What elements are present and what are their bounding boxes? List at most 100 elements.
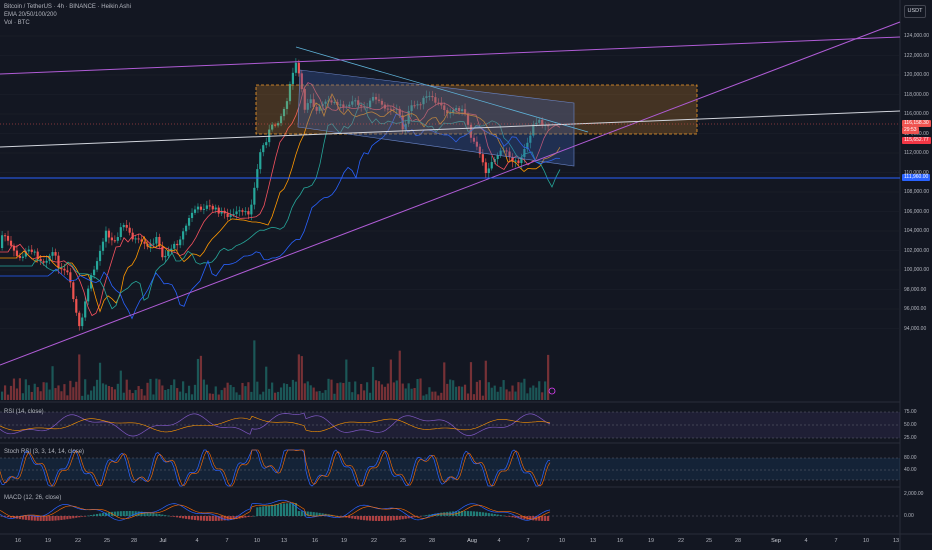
macd-histogram-bar — [208, 516, 211, 521]
macd-histogram-bar — [458, 511, 461, 516]
volume-bar — [110, 386, 113, 400]
candle-body — [161, 246, 164, 258]
macd-histogram-bar — [463, 511, 467, 516]
macd-histogram-bar — [101, 513, 105, 516]
macd-histogram-bar — [514, 516, 517, 518]
volume-bar — [30, 391, 33, 400]
candle-body — [458, 108, 461, 112]
volume-bar — [3, 385, 7, 400]
candle-body — [27, 249, 30, 252]
candle-body — [190, 212, 194, 219]
candle-body — [72, 282, 75, 300]
candle-body — [122, 224, 125, 228]
macd-histogram-bar — [184, 516, 188, 519]
volume-bar — [95, 379, 99, 400]
volume-bar — [505, 389, 508, 400]
candle-body — [220, 210, 223, 214]
macd-histogram-bar — [321, 513, 324, 516]
candle-body — [354, 100, 357, 102]
macd-title[interactable]: MACD (12, 26, close) — [4, 495, 62, 501]
candle-body — [78, 312, 81, 327]
volume-bar — [321, 392, 324, 400]
macd-histogram-bar — [309, 511, 312, 516]
macd-histogram-bar — [318, 512, 321, 516]
candle-body — [407, 111, 410, 124]
volume-bar — [226, 382, 229, 400]
macd-histogram-bar — [523, 516, 526, 520]
candle-body — [425, 96, 428, 98]
candle-body — [182, 231, 185, 240]
time-tick: 10 — [253, 538, 261, 544]
candle-body — [104, 230, 108, 242]
macd-histogram-bar — [487, 513, 490, 516]
macd-histogram-bar — [547, 516, 550, 521]
candle-body — [42, 261, 45, 263]
macd-histogram-bar — [529, 516, 532, 521]
currency-button[interactable]: USDT — [904, 5, 926, 18]
volume-bar — [125, 379, 128, 400]
volume-bar — [187, 385, 191, 400]
volume-bar — [268, 388, 271, 400]
macd-histogram-bar — [395, 516, 398, 521]
macd-histogram-bar — [30, 516, 33, 521]
volume-bar — [155, 378, 158, 400]
candle-body — [30, 249, 33, 252]
time-tick: 7 — [834, 538, 838, 544]
candle-body — [60, 268, 63, 270]
candle-body — [523, 149, 526, 158]
candle-body — [303, 89, 306, 110]
macd-histogram-bar — [253, 515, 256, 517]
symbol-title[interactable]: Bitcoin / TetherUS · 4h · BINANCE · Heik… — [4, 4, 131, 10]
volume-bar — [357, 394, 360, 400]
macd-histogram-bar — [502, 515, 505, 517]
countdown-label: 29:53 — [902, 127, 919, 134]
macd-histogram-bar — [131, 511, 134, 516]
macd-histogram-bar — [481, 512, 484, 516]
candle-body — [351, 101, 354, 105]
volume-bar — [205, 384, 208, 400]
time-tick: 7 — [225, 538, 229, 544]
rsi-title[interactable]: RSI (14, close) — [4, 409, 44, 415]
candle-body — [431, 95, 434, 98]
candle-body — [339, 104, 342, 106]
macd-histogram-bar — [229, 516, 232, 520]
macd-histogram-bar — [452, 511, 455, 516]
volume-bar — [24, 379, 27, 400]
macd-histogram-bar — [155, 513, 158, 516]
volume-bar — [487, 382, 490, 400]
candle-body — [187, 218, 191, 226]
volume-bar — [458, 386, 461, 400]
time-tick: 19 — [340, 538, 348, 544]
macd-histogram-bar — [386, 516, 389, 521]
macd-histogram-bar — [226, 516, 229, 521]
volume-bar — [475, 381, 479, 400]
candle-body — [244, 211, 247, 213]
volume-bar — [54, 388, 57, 400]
time-tick: 7 — [526, 538, 530, 544]
candle-body — [452, 110, 455, 114]
volume-bar — [463, 384, 467, 400]
volume-legend[interactable]: Vol · BTC — [4, 20, 30, 26]
macd-histogram-bar — [66, 516, 69, 520]
volume-bar — [6, 394, 10, 400]
volume-bar — [140, 388, 143, 400]
macd-histogram-bar — [268, 505, 271, 516]
ema-legend[interactable]: EMA 20/50/100/200 — [4, 12, 57, 18]
macd-histogram-bar — [81, 516, 84, 517]
macd-histogram-bar — [24, 516, 27, 520]
candle-body — [250, 204, 253, 215]
volume-bar — [81, 395, 84, 400]
volume-bar — [472, 394, 476, 400]
stoch-title[interactable]: Stoch RSI (3, 3, 14, 14, close) — [4, 449, 85, 455]
candle-body — [164, 255, 167, 258]
macd-histogram-bar — [285, 503, 289, 516]
volume-bar — [45, 382, 48, 400]
candle-body — [81, 317, 84, 327]
volume-bar — [274, 392, 277, 400]
macd-histogram-bar — [407, 516, 410, 519]
macd-histogram-bar — [116, 511, 119, 516]
time-tick: 4 — [497, 538, 501, 544]
volume-bar — [158, 379, 161, 400]
candle-body — [342, 104, 345, 107]
